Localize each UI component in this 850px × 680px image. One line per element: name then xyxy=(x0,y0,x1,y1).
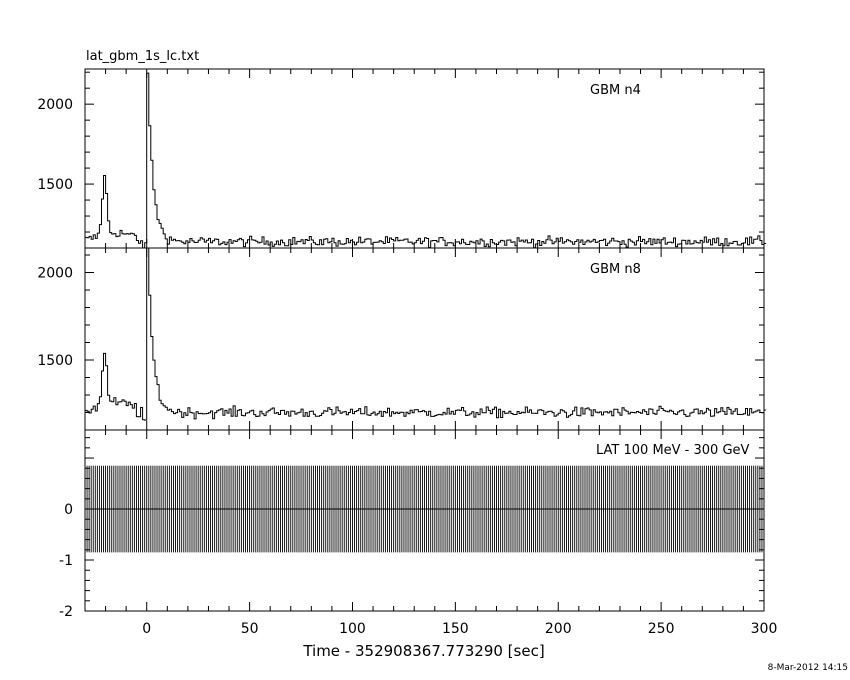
panel-frame xyxy=(84,68,765,249)
y-tick-label: 1500 xyxy=(37,177,73,193)
panel-middle: 1500 2000 GBM n8 xyxy=(37,247,767,431)
x-axis-label: Time - 352908367.773290 [sec] xyxy=(302,642,544,660)
x-tick-label: 50 xyxy=(241,621,259,637)
timestamp: 8-Mar-2012 14:15 xyxy=(768,663,848,673)
series-line xyxy=(85,247,767,421)
y-tick-label: 2000 xyxy=(37,97,73,113)
series-label: LAT 100 MeV - 300 GeV xyxy=(596,443,750,458)
x-tick-label: 0 xyxy=(142,621,151,637)
y-tick-label: 2000 xyxy=(37,266,73,282)
x-tick-label: 200 xyxy=(545,621,572,637)
series-label: GBM n8 xyxy=(590,262,641,277)
y-tick-label: -1 xyxy=(59,553,73,569)
series-label: GBM n4 xyxy=(590,83,641,98)
x-tick-label: 150 xyxy=(442,621,469,637)
y-tick-label: -2 xyxy=(59,604,73,620)
y-tick-label: 0 xyxy=(64,502,73,518)
file-title: lat_gbm_1s_lc.txt xyxy=(86,49,199,64)
panel-top: 1500 2000 GBM n4 xyxy=(37,68,767,249)
panel-bottom: -2 -1 0 LAT 100 MeV - 300 GeV 0 50 100 150 200 25… xyxy=(59,429,778,660)
x-tick-label: 250 xyxy=(648,621,675,637)
x-tick-label: 300 xyxy=(751,621,778,637)
series-line xyxy=(85,72,767,249)
x-tick-label: 100 xyxy=(339,621,366,637)
y-tick-label: 1500 xyxy=(37,353,73,369)
panel-frame xyxy=(84,247,765,431)
